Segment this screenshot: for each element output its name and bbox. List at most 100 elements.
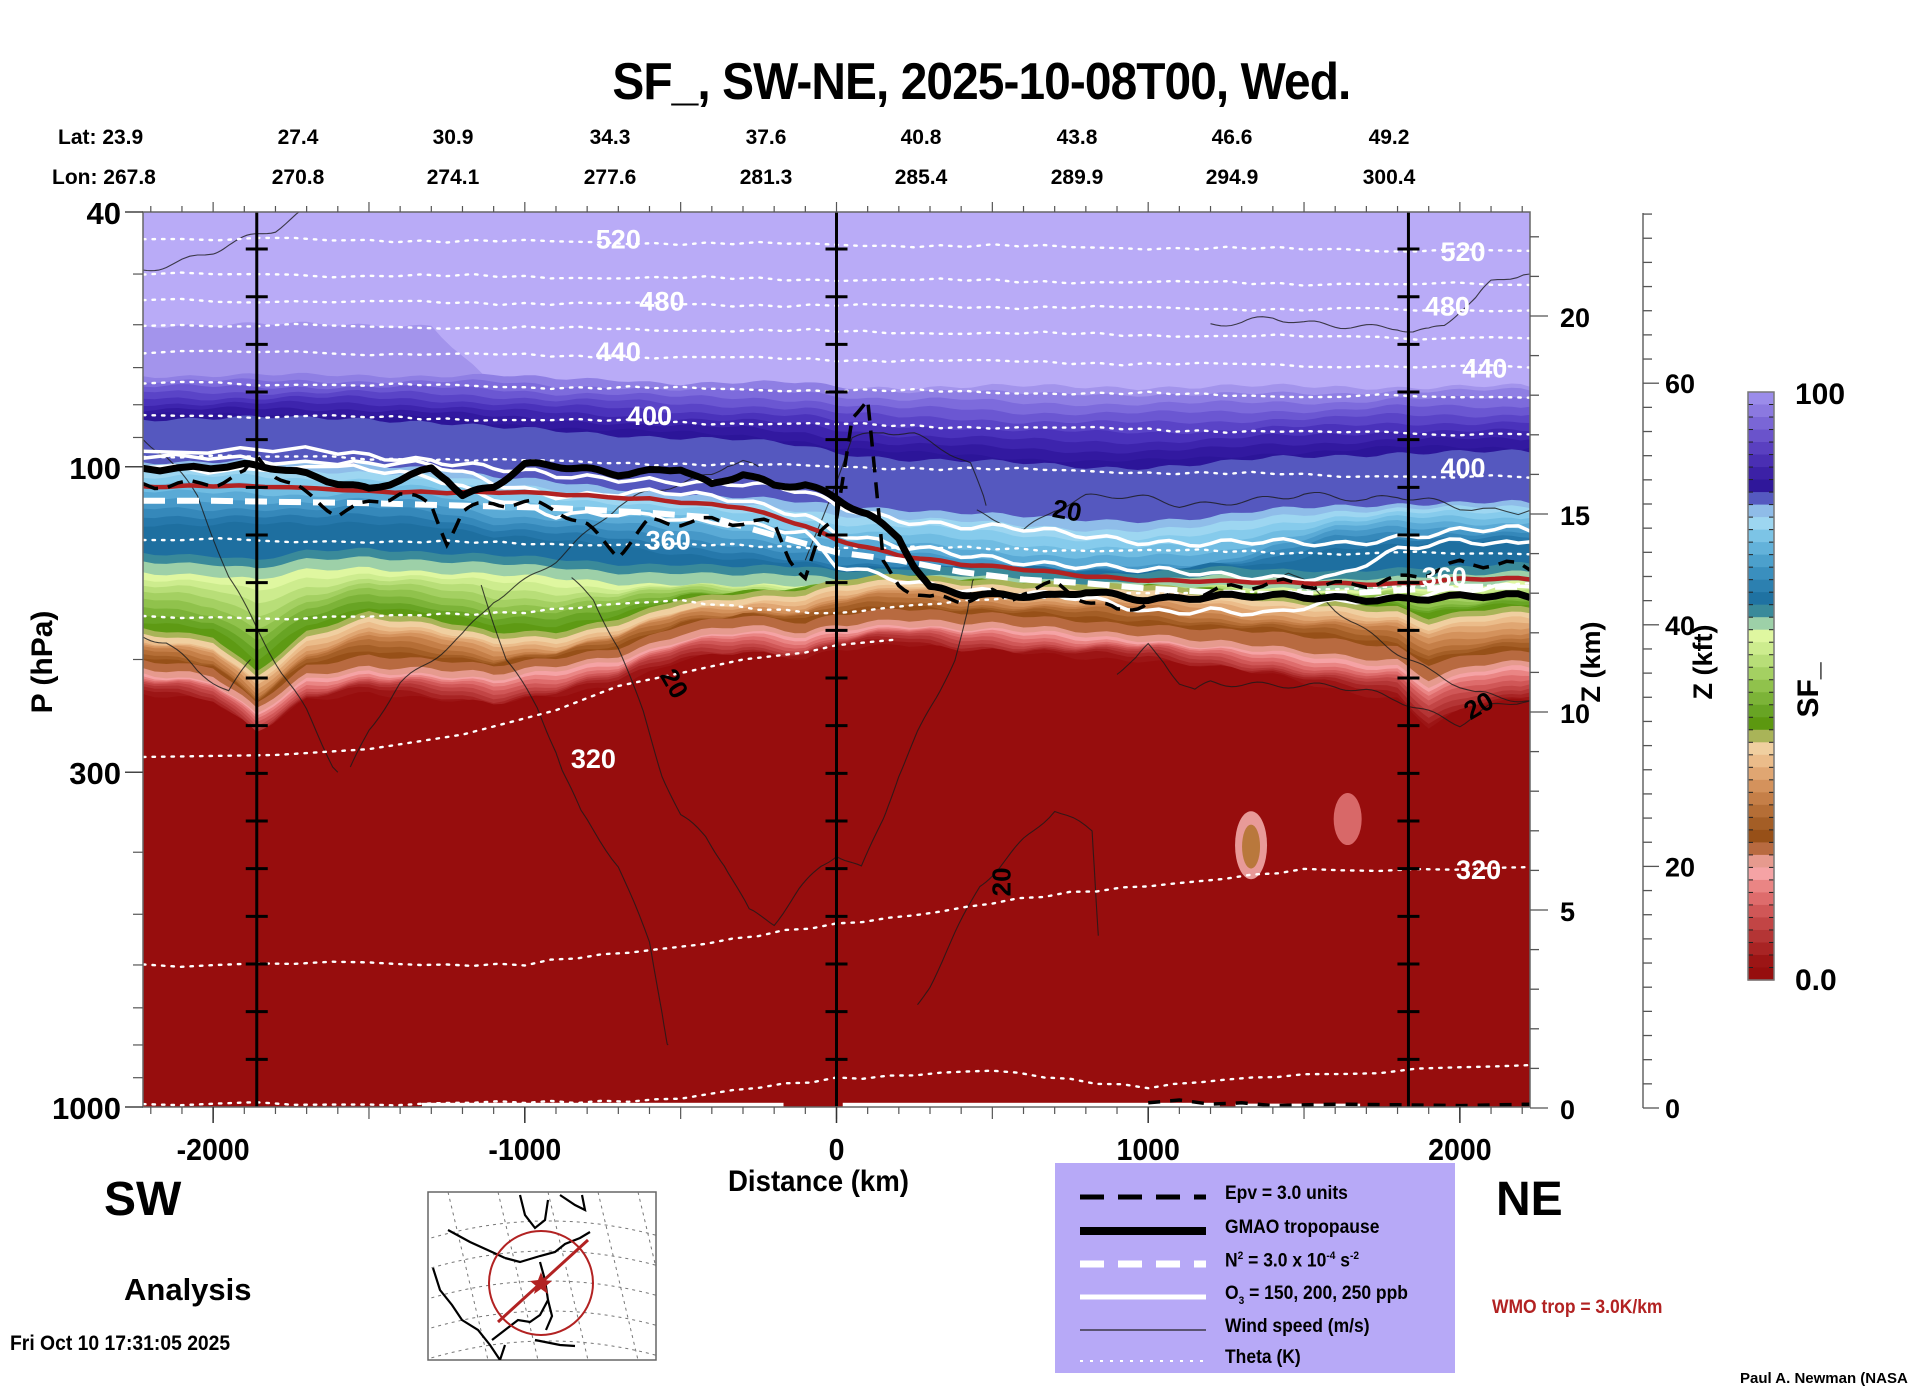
legend-label-wind: Wind speed (m/s)	[1225, 1316, 1370, 1337]
lon-label: 300.4	[1363, 166, 1416, 189]
inset-map-content	[428, 1192, 656, 1360]
o3-sub: 3	[1238, 1294, 1245, 1307]
lat-label: Lat: 23.9	[58, 126, 143, 149]
colorbar-swatch	[1748, 592, 1774, 606]
n2-s: s	[1335, 1250, 1350, 1272]
tropopause-lines	[143, 395, 1530, 1107]
colorbar-swatch	[1748, 679, 1774, 693]
wind-speed-contour	[1210, 273, 1530, 333]
wind-speed-contour	[480, 584, 669, 1046]
lat-label: 34.3	[590, 126, 631, 149]
colorbar-swatch	[1748, 529, 1774, 543]
surface-gap	[421, 1102, 784, 1107]
colorbar-label: SF_	[1792, 662, 1825, 717]
colorbar-swatch	[1748, 717, 1774, 731]
n2-s-exp: -2	[1349, 1250, 1359, 1262]
legend-label-epv: Epv = 3.0 units	[1225, 1183, 1348, 1204]
wind-speed-contour	[143, 212, 307, 272]
theta-label: 360	[1422, 562, 1467, 592]
x-tick-label: -1000	[488, 1133, 561, 1167]
legend-label-theta: Theta (K)	[1225, 1347, 1301, 1368]
colorbar-swatch	[1748, 829, 1774, 843]
legend-sample-gmao	[1080, 1227, 1206, 1235]
contour-labels: 520 480 440 400 360 320 520 480 440 400 360 320 20 20…	[571, 225, 1507, 897]
colorbar-swatch	[1748, 629, 1774, 643]
theta-label: 480	[639, 287, 684, 317]
theta-label: 320	[1456, 855, 1501, 885]
map-coastline	[544, 1299, 554, 1331]
map-coastline	[559, 1194, 587, 1212]
colorbar-swatch	[1748, 642, 1774, 656]
colorbar-swatch	[1748, 579, 1774, 593]
theta-label: 400	[1440, 453, 1485, 483]
theta-label: 320	[571, 744, 616, 774]
colorbar-swatch	[1748, 867, 1774, 881]
lat-label: 37.6	[746, 126, 787, 149]
colorbar-swatch	[1748, 742, 1774, 756]
colorbar-swatch	[1748, 779, 1774, 793]
zkft-tick-label: 60	[1665, 369, 1695, 399]
y-axis-label: P (hPa)	[26, 611, 59, 714]
timestamp: Fri Oct 10 17:31:05 2025	[10, 1332, 231, 1355]
colorbar-swatch	[1748, 517, 1774, 531]
lon-label: 294.9	[1206, 166, 1259, 189]
colorbar-swatch	[1748, 567, 1774, 581]
colorbar-min-label: 0.0	[1795, 964, 1837, 997]
theta-label: 440	[596, 337, 641, 367]
legend-item-theta: Theta (K)	[1055, 1345, 1455, 1377]
lon-label: Lon: 267.8	[52, 166, 156, 189]
zkm-tick-label: 5	[1560, 897, 1575, 927]
o3-rest: = 150, 200, 250 ppb	[1244, 1283, 1408, 1304]
n2-exp: -4	[1326, 1250, 1336, 1262]
zkft-tick-label: 20	[1665, 852, 1695, 882]
colorbar-swatch	[1748, 667, 1774, 681]
colorbar-swatch	[1748, 404, 1774, 418]
lon-label: 277.6	[584, 166, 637, 189]
zkm-axis-label: Z (km)	[1576, 622, 1606, 703]
legend-sample-wind	[1080, 1329, 1206, 1331]
colorbar-swatch	[1748, 504, 1774, 518]
legend-item-epv: Epv = 3.0 units	[1055, 1181, 1455, 1213]
lat-label: 49.2	[1369, 126, 1410, 149]
x-tick-label: 0	[829, 1133, 845, 1167]
sw-direction-label: SW	[104, 1173, 182, 1226]
n2-n: N	[1225, 1250, 1238, 1272]
ne-direction-label: NE	[1496, 1173, 1563, 1226]
colorbar-swatch	[1748, 442, 1774, 456]
legend-sample-ozone	[1080, 1294, 1206, 1300]
theta-label: 520	[596, 225, 641, 255]
colorbar-swatch	[1748, 554, 1774, 568]
legend-label-gmao: GMAO tropopause	[1225, 1217, 1380, 1238]
n2-line	[143, 497, 1530, 597]
lat-label: 43.8	[1057, 126, 1098, 149]
n2-rest: = 3.0 x 10	[1243, 1250, 1327, 1272]
colorbar-swatch	[1748, 429, 1774, 443]
wind-speed-contour	[1116, 642, 1530, 728]
credit: Paul A. Newman (NASA	[1740, 1370, 1908, 1387]
colorbar-swatch	[1748, 942, 1774, 956]
legend-item-wind-speed: Wind speed (m/s)	[1055, 1314, 1455, 1346]
colorbar-swatch	[1748, 817, 1774, 831]
surface-gap	[1235, 1103, 1361, 1107]
vertical-marker-lines	[245, 212, 1420, 1107]
colorbar-swatch	[1748, 792, 1774, 806]
colorbar-swatch	[1748, 417, 1774, 431]
zkft-axis-label: Z (kft)	[1688, 625, 1718, 700]
colorbar-swatch	[1748, 692, 1774, 706]
map-parallel	[428, 1250, 656, 1270]
map-meridian	[547, 1192, 589, 1360]
x-axis-label: Distance (km)	[728, 1165, 909, 1198]
colorbar-swatch	[1748, 542, 1774, 556]
theta-label: 480	[1425, 292, 1470, 322]
zkft-tick-label: 0	[1665, 1094, 1680, 1124]
chart-title: SF_, SW-NE, 2025-10-08T00, Wed.	[612, 53, 1351, 111]
colorbar-swatch	[1748, 954, 1774, 969]
theta-label: 360	[646, 526, 691, 556]
lat-label: 30.9	[433, 126, 474, 149]
inset-map	[427, 1191, 657, 1361]
colorbar-swatch	[1748, 804, 1774, 818]
map-meridian	[497, 1192, 539, 1360]
colorbar-swatch	[1748, 467, 1774, 481]
wmo-trop-note: WMO trop = 3.0K/km	[1492, 1297, 1663, 1318]
